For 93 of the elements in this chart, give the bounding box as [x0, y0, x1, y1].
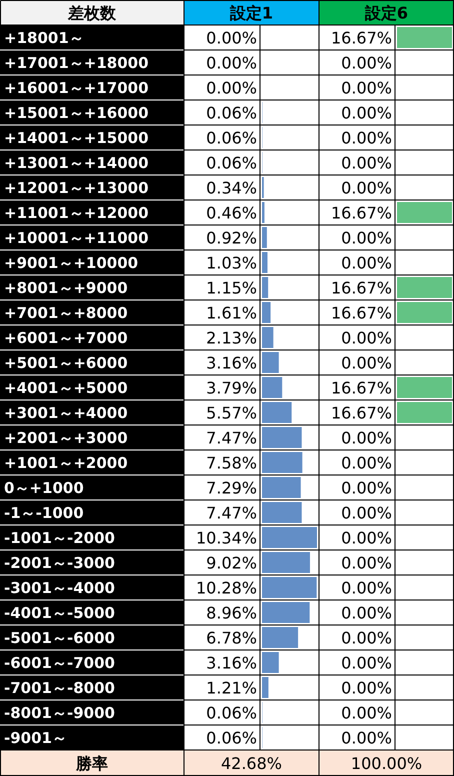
value-label: 3.79%: [206, 378, 257, 398]
value-label: 0.00%: [206, 78, 257, 98]
value-label: 7.29%: [206, 478, 257, 498]
value-label: 0.00%: [341, 478, 392, 498]
value-label: 0.00%: [341, 454, 392, 472]
value-label: 3.16%: [206, 654, 257, 672]
category: 0～+1000: [4, 479, 84, 497]
category: -1001～-2000: [4, 529, 115, 547]
value-label: 0.34%: [206, 178, 257, 198]
value-label: 0.00%: [341, 728, 392, 748]
value-label: 16.67%: [330, 304, 392, 322]
value-label: 0.00%: [341, 254, 392, 272]
value-label: 0.00%: [341, 228, 392, 248]
value-label: 0.00%: [206, 54, 257, 72]
category: -6001～-7000: [4, 654, 115, 672]
category: -1～-1000: [4, 504, 84, 522]
category: +8001～+9000: [4, 279, 128, 297]
category: +2001～+3000: [4, 429, 128, 447]
value-label: 0.46%: [206, 204, 257, 222]
value-label: 0.00%: [341, 428, 392, 448]
category: +17001～+18000: [4, 54, 149, 72]
category: +11001～+12000: [4, 204, 149, 222]
category: +18001～: [4, 29, 84, 47]
category: -8001～-9000: [4, 704, 115, 722]
value-label: 10.34%: [196, 528, 257, 548]
value-label: 0.06%: [206, 728, 257, 748]
value-label: 7.58%: [206, 454, 257, 472]
category: +13001～+14000: [4, 154, 149, 172]
category: +3001～+4000: [4, 404, 128, 422]
value-label: 7.47%: [206, 428, 257, 448]
value-label: 0.00%: [341, 504, 392, 522]
value-label: 16.67%: [330, 378, 392, 398]
category: -7001～-8000: [4, 679, 115, 697]
value-label: 0.00%: [206, 28, 257, 48]
ylabel: 差枚数: [68, 4, 116, 22]
value-label: 1.15%: [206, 278, 257, 298]
category: +9001～+10000: [4, 254, 138, 272]
value-label: 0.06%: [206, 128, 257, 148]
value-label: 0.00%: [341, 678, 392, 698]
annotation: 42.68%: [221, 754, 282, 773]
value-label: 0.00%: [341, 554, 392, 572]
value-label: 0.00%: [341, 54, 392, 72]
value-label: 7.47%: [206, 504, 257, 522]
value-label: 3.16%: [206, 354, 257, 372]
value-label: 0.00%: [341, 528, 392, 548]
value-label: 10.28%: [196, 578, 257, 598]
title: 設定1: [230, 4, 274, 22]
value-label: 2.13%: [206, 328, 257, 348]
title: 設定6: [364, 4, 408, 22]
value-label: 0.00%: [341, 178, 392, 198]
value-label: 0.00%: [341, 154, 392, 172]
value-label: 1.61%: [206, 304, 257, 322]
value-label: 16.67%: [330, 204, 392, 222]
category: -4001～-5000: [4, 604, 115, 622]
value-label: 0.00%: [341, 578, 392, 598]
value-label: 16.67%: [330, 28, 392, 48]
value-label: 0.00%: [341, 78, 392, 98]
value-label: 0.06%: [206, 704, 257, 722]
category: -3001～-4000: [4, 579, 115, 597]
value-label: 0.00%: [341, 104, 392, 122]
category: +1001～+2000: [4, 454, 128, 472]
category: -5001～-6000: [4, 629, 115, 647]
category: +15001～+16000: [4, 104, 149, 122]
category: +12001～+13000: [4, 179, 149, 197]
value-label: 8.96%: [206, 604, 257, 622]
category: -9001～: [4, 729, 67, 747]
value-label: 0.00%: [341, 704, 392, 722]
value-label: 0.00%: [341, 328, 392, 348]
value-label: 0.06%: [206, 104, 257, 122]
category: +7001～+8000: [4, 304, 128, 322]
annotation: 100.00%: [350, 754, 422, 773]
category: +16001～+17000: [4, 79, 149, 97]
category: -2001～-3000: [4, 554, 115, 572]
value-label: 0.00%: [341, 654, 392, 672]
value-label: 9.02%: [206, 554, 257, 572]
value-label: 0.00%: [341, 128, 392, 148]
value-label: 5.57%: [206, 404, 257, 422]
value-label: 0.00%: [341, 354, 392, 372]
value-label: 1.21%: [206, 678, 257, 698]
value-label: 0.00%: [341, 604, 392, 622]
value-label: 6.78%: [206, 628, 257, 648]
value-label: 1.03%: [206, 254, 257, 272]
category: +14001～+15000: [4, 129, 149, 147]
value-label: 16.67%: [330, 404, 392, 422]
value-label: 0.92%: [206, 228, 257, 248]
value-label: 0.06%: [206, 154, 257, 172]
annotation: 勝率: [76, 754, 108, 773]
value-label: 16.67%: [330, 278, 392, 298]
category: +5001～+6000: [4, 354, 128, 372]
category: +10001～+11000: [4, 229, 149, 247]
category: +6001～+7000: [4, 329, 128, 347]
category: +4001～+5000: [4, 379, 128, 397]
value-label: 0.00%: [341, 628, 392, 648]
